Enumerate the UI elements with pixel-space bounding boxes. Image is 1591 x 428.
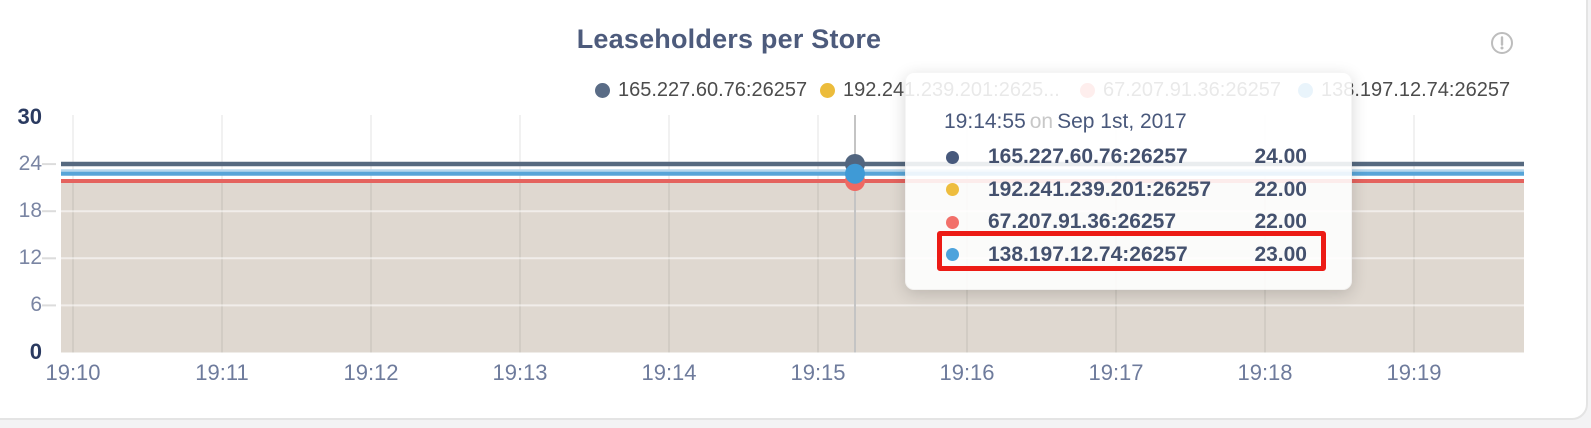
series-dot-icon (946, 183, 959, 197)
legend-dot-icon (820, 82, 835, 98)
x-axis-label: 19:18 (1237, 360, 1293, 385)
tooltip-row: 192.241.239.201:26257 22.00 (944, 174, 1307, 207)
x-axis-label: 19:14 (641, 360, 697, 385)
x-axis-label: 19:17 (1088, 360, 1144, 385)
y-axis-label: 12 (18, 246, 42, 269)
hover-marker (845, 115, 865, 353)
tooltip-series-value: 22.00 (1254, 210, 1307, 234)
tooltip-row-highlighted: 138.197.12.74:26257 23.00 (944, 239, 1307, 272)
x-axis-label: 19:11 (195, 360, 249, 385)
y-axis-label: 6 (30, 293, 42, 316)
tooltip-series-name: 192.241.239.201:26257 (988, 177, 1212, 201)
y-axis-label: 30 (17, 104, 42, 129)
tooltip-series-value: 24.00 (1254, 145, 1307, 169)
legend-item-165-227-60-76[interactable]: 165.227.60.76:26257 (595, 79, 807, 101)
series-dot-icon (946, 150, 959, 164)
tooltip-series-value: 22.00 (1254, 177, 1307, 201)
legend-dot-icon (595, 82, 610, 98)
tooltip-series-name: 138.197.12.74:26257 (988, 242, 1188, 266)
series-dot-icon (946, 215, 959, 229)
series-dot-icon (946, 248, 959, 262)
alert-circle-icon[interactable] (1490, 31, 1514, 55)
tooltip-time: 19:14:55 (944, 110, 1026, 133)
hover-tooltip: 19:14:55 on Sep 1st, 2017 165.227.60.76:26… (905, 72, 1352, 290)
x-axis-label: 19:10 (45, 360, 101, 385)
y-axis-label: 24 (18, 152, 42, 175)
tooltip-row: 67.207.91.36:26257 22.00 (944, 206, 1307, 239)
x-axis-label: 19:16 (939, 360, 995, 385)
y-axis-ticks (42, 163, 56, 307)
tooltip-series-value: 23.00 (1254, 242, 1307, 266)
tooltip-timestamp: 19:14:55 on Sep 1st, 2017 (944, 107, 1307, 137)
tooltip-series-name: 67.207.91.36:26257 (988, 210, 1177, 234)
y-axis-label: 18 (18, 199, 42, 222)
x-axis-label: 19:15 (790, 360, 846, 385)
hover-point-blue (845, 163, 865, 184)
x-axis-label: 19:12 (343, 360, 399, 385)
x-axis-label: 19:13 (492, 360, 548, 385)
legend-item-label: 165.227.60.76:26257 (618, 78, 808, 101)
legend-item-label: 138.197.12.74:26257 (1321, 78, 1511, 101)
x-axis-label: 19:19 (1386, 360, 1442, 385)
tooltip-series-name: 165.227.60.76:26257 (988, 145, 1188, 169)
tooltip-conjunction: on (1029, 110, 1054, 133)
y-axis-label: 0 (29, 339, 42, 364)
tooltip-date: Sep 1st, 2017 (1057, 110, 1187, 133)
tooltip-row: 165.227.60.76:26257 24.00 (944, 141, 1307, 174)
chart-title: Leaseholders per Store (576, 24, 882, 54)
